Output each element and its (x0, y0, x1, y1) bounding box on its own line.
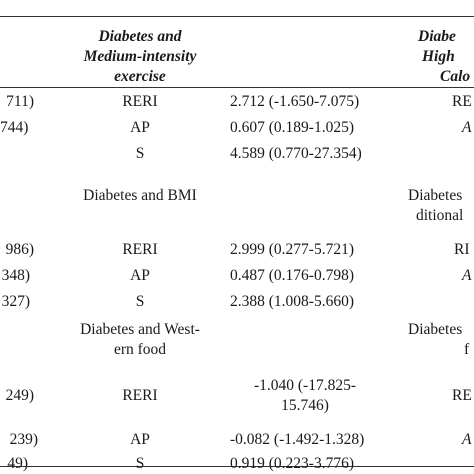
cell-right-partial: RE (452, 387, 472, 404)
cell-value: 2.712 (-1.650-7.075) (230, 93, 360, 110)
header-line: Diabe (418, 28, 456, 45)
group-right-title: Diabetes ditional (408, 186, 463, 226)
group-title-line: ern food (113, 341, 167, 358)
cell-value: 2.999 (0.277-5.721) (230, 241, 354, 258)
cell-left-partial: 986) (5, 241, 34, 258)
cell-left-partial: 744) (0, 119, 29, 136)
cell-right-partial: RE (452, 93, 472, 110)
group-title-diabetes-western-food: Diabetes and West- ern food (40, 320, 240, 360)
cell-value: 2.388 (1.008-5.660) (230, 293, 354, 310)
cell-measure: RERI (122, 93, 158, 110)
table-rule-top (0, 16, 474, 17)
cell-right-partial: A (462, 431, 472, 448)
cell-right-partial: A (462, 119, 472, 136)
group-right-title-line: f (464, 341, 470, 358)
cell-left-partial: 239) (9, 431, 38, 448)
header-col-diabetes-medium-exercise: Diabetes and Medium-intensity exercise (40, 27, 240, 87)
cell-left-partial: 348) (1, 267, 30, 284)
cell-value: -0.082 (-1.492-1.328) (230, 431, 365, 448)
group-right-title-line: ditional (416, 207, 464, 224)
cell-value: 0.487 (0.176-0.798) (230, 267, 354, 284)
cell-measure: RERI (122, 241, 158, 258)
header-line: exercise (114, 68, 166, 85)
cell-left-partial: 327) (1, 293, 30, 310)
cell-left-partial: 49) (7, 455, 28, 472)
cell-measure: S (135, 145, 145, 162)
cell-measure: AP (130, 267, 150, 284)
cell-left-partial: 711) (6, 93, 34, 110)
group-title-diabetes-bmi: Diabetes and BMI (83, 187, 197, 204)
group-right-title: Diabetes f (408, 320, 469, 360)
cell-measure: AP (130, 431, 150, 448)
table-rule-bottom (0, 466, 474, 467)
cell-value: 0.919 (0.223-3.776) (230, 455, 354, 472)
cell-measure: AP (130, 119, 150, 136)
cell-measure: RERI (122, 387, 158, 404)
table-rule-header (0, 87, 474, 88)
cell-value-line: 15.746) (281, 397, 329, 414)
cell-measure: S (135, 293, 145, 310)
cell-value: 4.589 (0.770-27.354) (230, 145, 362, 162)
cell-measure: S (135, 455, 145, 472)
cell-right-partial: A (462, 267, 472, 284)
cell-right-partial: RI (454, 241, 470, 258)
header-line: Diabetes and (98, 28, 182, 45)
group-right-title-line: Diabetes (408, 321, 463, 338)
header-col-diabetes-high-calorie: Diabe High Calo (412, 27, 474, 87)
header-line: Medium-intensity (83, 48, 197, 65)
header-line: Calo (440, 68, 471, 85)
header-line: High (422, 48, 455, 65)
cell-value: 0.607 (0.189-1.025) (230, 119, 354, 136)
cell-value: -1.040 (-17.825- 15.746) (240, 376, 370, 416)
group-right-title-line: Diabetes (408, 187, 463, 204)
cell-value-line: -1.040 (-17.825- (253, 377, 357, 394)
cell-left-partial: 249) (5, 387, 34, 404)
group-title-line: Diabetes and West- (80, 321, 200, 338)
